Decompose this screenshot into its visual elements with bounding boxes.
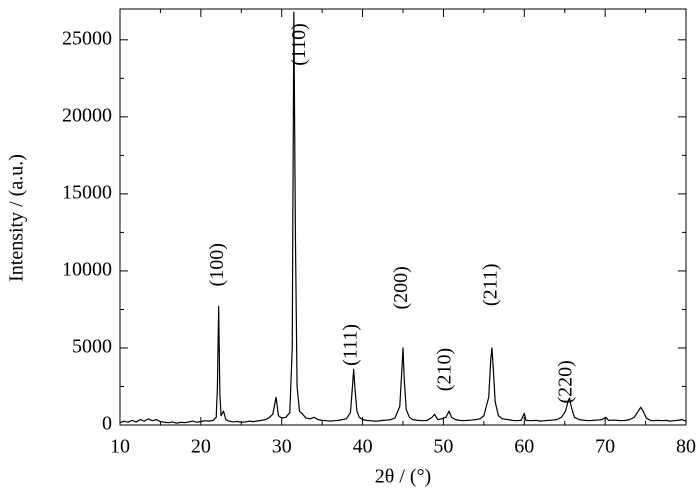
y-tick-label: 10000 [62, 259, 112, 281]
peak-label: (111) [340, 324, 362, 366]
x-tick-label: 60 [514, 436, 534, 458]
plot-frame [119, 8, 687, 426]
y-tick-label: 5000 [72, 336, 112, 358]
x-tick-label: 20 [191, 436, 211, 458]
peak-label: (200) [390, 266, 412, 309]
y-tick-label: 20000 [62, 104, 112, 126]
x-tick-label: 80 [676, 436, 696, 458]
peak-label: (211) [480, 264, 502, 307]
peak-label: (100) [206, 243, 228, 286]
peak-label: (220) [555, 360, 577, 403]
y-axis-title: Intensity / (a.u.) [6, 154, 28, 282]
x-tick-label: 70 [595, 436, 615, 458]
x-tick-label: 40 [353, 436, 373, 458]
y-tick-label: 25000 [62, 27, 112, 49]
peak-label: (110) [288, 23, 310, 66]
xrd-line [119, 11, 687, 424]
peak-label: (210) [433, 348, 455, 391]
y-tick-label: 15000 [62, 181, 112, 203]
y-tick-label: 0 [102, 413, 112, 435]
x-tick-label: 10 [110, 436, 130, 458]
x-tick-label: 30 [272, 436, 292, 458]
x-axis-title: 2θ / (°) [375, 466, 431, 488]
x-tick-label: 50 [433, 436, 453, 458]
